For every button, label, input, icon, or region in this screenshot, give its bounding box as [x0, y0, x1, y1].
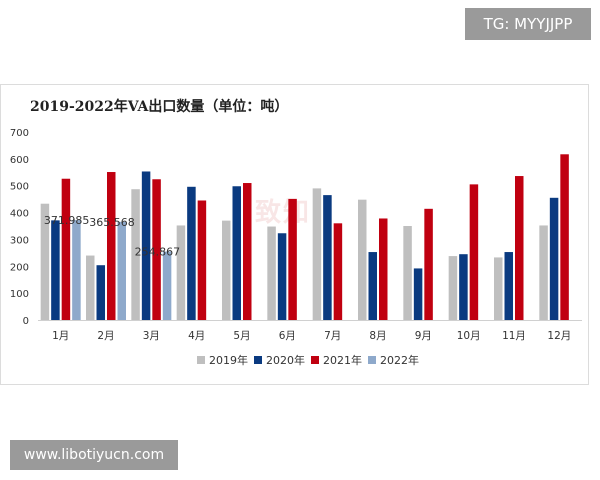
bar-2021年-12月: [560, 154, 569, 320]
bar-2022年-2月: [117, 221, 126, 320]
y-tick-label: 600: [10, 155, 29, 166]
bar-2020年-11月: [504, 252, 513, 320]
data-label: 254.867: [135, 246, 181, 259]
site-badge: www.libotiyucn.com: [10, 440, 178, 470]
bar-2019年-4月: [176, 225, 186, 320]
bar-2019年-2月: [86, 255, 95, 320]
legend-label: 2021年: [323, 353, 362, 367]
bar-2021年-9月: [424, 208, 433, 320]
bar-2020年-3月: [141, 171, 151, 320]
x-tick-label: 6月: [279, 330, 296, 342]
chart-title: 2019-2022年VA出口数量（单位：吨）: [30, 99, 289, 115]
bar-2020年-4月: [187, 186, 196, 320]
bar-2021年-10月: [469, 184, 479, 320]
y-tick-label: 400: [10, 209, 29, 220]
bar-2021年-2月: [107, 172, 116, 320]
data-label: 365.568: [89, 216, 135, 229]
bar-2019年-6月: [267, 226, 276, 320]
bar-2022年-1月: [72, 220, 81, 320]
bar-2020年-7月: [323, 195, 332, 320]
legend-label: 2019年: [209, 353, 248, 367]
bar-2020年-9月: [413, 268, 423, 320]
bar-2019年-9月: [403, 226, 412, 320]
bar-2019年-7月: [312, 188, 322, 320]
legend-label: 2020年: [266, 353, 305, 367]
bar-2020年-1月: [51, 220, 60, 320]
bar-2020年-5月: [232, 186, 241, 320]
y-tick-label: 100: [10, 289, 29, 300]
y-tick-label: 0: [23, 316, 29, 327]
bar-2020年-6月: [277, 233, 287, 320]
x-tick-label: 8月: [369, 330, 386, 342]
bar-2021年-6月: [288, 198, 297, 320]
y-tick-label: 300: [10, 235, 29, 246]
bar-2020年-8月: [368, 252, 377, 320]
bar-2020年-12月: [549, 197, 559, 320]
legend-swatch-2020年: [254, 356, 262, 364]
bar-2020年-2月: [96, 265, 105, 320]
y-tick-label: 200: [10, 262, 29, 273]
x-tick-label: 5月: [233, 330, 250, 342]
x-tick-label: 7月: [324, 330, 341, 342]
bar-2019年-10月: [448, 256, 458, 320]
bar-2021年-3月: [152, 179, 161, 320]
x-tick-label: 11月: [502, 330, 526, 342]
y-tick-label: 500: [10, 182, 29, 193]
legend-swatch-2022年: [368, 356, 376, 364]
x-tick-label: 2月: [97, 330, 114, 342]
bar-2021年-5月: [243, 183, 252, 320]
legend-swatch-2021年: [311, 356, 319, 364]
x-tick-label: 1月: [52, 330, 69, 342]
bar-2021年-7月: [333, 223, 343, 320]
bar-2019年-1月: [40, 203, 50, 320]
legend-label: 2022年: [380, 353, 419, 367]
tg-badge: TG: MYYJJPP: [465, 8, 591, 40]
x-tick-label: 10月: [457, 330, 481, 342]
x-tick-label: 4月: [188, 330, 205, 342]
x-tick-label: 12月: [547, 330, 571, 342]
bar-2020年-10月: [459, 254, 468, 320]
bar-2021年-11月: [515, 176, 524, 320]
bar-2021年-1月: [61, 178, 71, 320]
bar-2019年-12月: [539, 225, 548, 320]
bar-2021年-4月: [197, 200, 207, 320]
x-tick-label: 9月: [415, 330, 432, 342]
bar-2019年-11月: [494, 257, 503, 320]
legend-swatch-2019年: [197, 356, 205, 364]
data-label: 371.985: [44, 214, 90, 227]
x-tick-label: 3月: [143, 330, 160, 342]
bar-2022年-3月: [162, 251, 172, 320]
y-tick-label: 700: [10, 128, 29, 139]
bar-2019年-3月: [131, 189, 140, 320]
bar-2019年-5月: [222, 220, 231, 320]
bar-2019年-8月: [358, 199, 367, 320]
bar-2021年-8月: [379, 218, 388, 320]
